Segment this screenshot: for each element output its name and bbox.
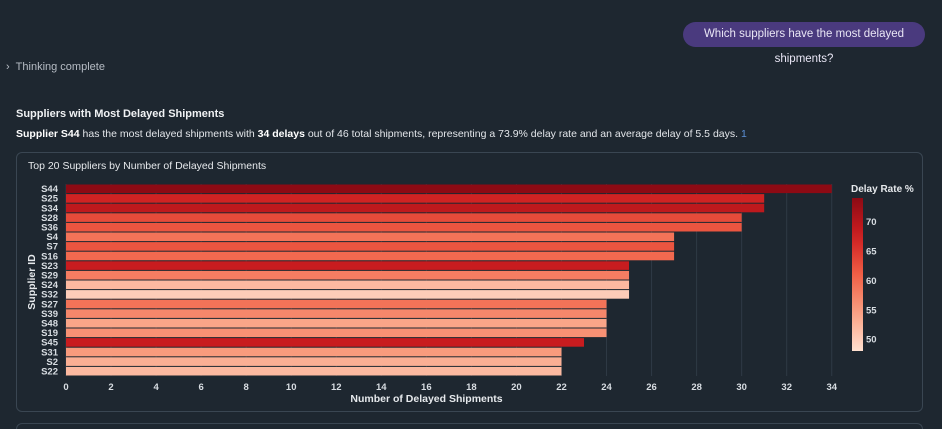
colorbar-tick-label: 65 [866, 246, 877, 257]
x-tick-label: 26 [646, 382, 657, 393]
next-card-edge [16, 423, 923, 429]
answer-delays: 34 delays [257, 128, 305, 140]
y-tick-label: S27 [41, 299, 58, 310]
bar-S44 [66, 184, 832, 194]
y-tick-label: S34 [41, 203, 59, 214]
x-tick-label: 2 [108, 382, 113, 393]
y-tick-label: S16 [41, 251, 58, 262]
bar-S7 [66, 242, 675, 251]
colorbar-tick-label: 60 [866, 276, 877, 287]
y-tick-label: S22 [41, 367, 58, 378]
bar-S34 [66, 203, 765, 213]
chevron-right-icon: › [6, 61, 10, 73]
bar-S2 [66, 357, 562, 366]
x-tick-label: 4 [153, 382, 159, 393]
x-tick-label: 10 [286, 382, 297, 393]
bar-S16 [66, 251, 675, 261]
colorbar-title: Delay Rate % [851, 184, 914, 195]
x-tick-label: 20 [511, 382, 522, 393]
bar-S19 [66, 328, 607, 338]
y-tick-label: S44 [41, 184, 59, 195]
thinking-toggle[interactable]: › Thinking complete [6, 61, 105, 73]
chart-title: Top 20 Suppliers by Number of Delayed Sh… [28, 160, 267, 172]
x-tick-label: 14 [376, 382, 387, 393]
answer-part2: out of 46 total shipments, representing … [304, 128, 739, 140]
bar-S45 [66, 338, 584, 347]
y-tick-label: S36 [41, 223, 58, 234]
y-tick-label: S23 [41, 261, 58, 272]
x-tick-label: 30 [736, 382, 747, 393]
answer-supplier: Supplier S44 [16, 128, 80, 140]
colorbar-tick-label: 70 [866, 217, 877, 228]
x-tick-label: 0 [63, 382, 68, 393]
y-tick-label: S2 [46, 357, 58, 368]
y-tick-label: S7 [46, 242, 58, 253]
x-axis-title: Number of Delayed Shipments [350, 393, 502, 405]
y-tick-label: S25 [41, 194, 59, 205]
x-tick-label: 34 [826, 382, 837, 393]
answer-title: Suppliers with Most Delayed Shipments [16, 108, 225, 120]
bar-S4 [66, 232, 675, 242]
y-tick-label: S32 [41, 290, 58, 301]
y-axis-title: Supplier ID [26, 254, 38, 310]
bar-S48 [66, 318, 607, 328]
bar-S28 [66, 213, 742, 222]
answer-part1: has the most delayed shipments with [79, 128, 258, 140]
bar-S25 [66, 194, 765, 203]
y-tick-label: S19 [41, 328, 58, 339]
thinking-label: Thinking complete [15, 61, 105, 73]
x-tick-label: 6 [198, 382, 203, 393]
answer-text: Supplier S44 has the most delayed shipme… [16, 128, 747, 140]
y-tick-label: S39 [41, 309, 58, 320]
bar-S29 [66, 270, 630, 280]
x-tick-label: 28 [691, 382, 702, 393]
colorbar-tick-label: 50 [866, 335, 877, 346]
colorbar-tick-label: 55 [866, 305, 877, 316]
bar-S22 [66, 366, 562, 376]
x-tick-label: 32 [781, 382, 792, 393]
y-tick-label: S29 [41, 271, 58, 282]
y-tick-label: S28 [41, 213, 58, 224]
user-message-bubble: Which suppliers have the most delayed sh… [683, 22, 925, 65]
colorbar [852, 198, 863, 351]
x-tick-label: 22 [556, 382, 567, 393]
y-tick-label: S4 [46, 232, 58, 243]
bar-S23 [66, 261, 630, 270]
x-tick-label: 8 [244, 382, 249, 393]
x-tick-label: 12 [331, 382, 342, 393]
y-tick-label: S24 [41, 280, 59, 291]
y-tick-label: S31 [41, 347, 59, 358]
bar-S36 [66, 222, 742, 232]
bar-S31 [66, 347, 562, 357]
bar-S39 [66, 309, 607, 318]
x-tick-label: 24 [601, 382, 612, 393]
x-tick-label: 18 [466, 382, 477, 393]
y-tick-label: S45 [41, 338, 59, 349]
citation-link[interactable]: 1 [741, 128, 747, 140]
bar-S27 [66, 299, 607, 309]
user-message-text: Which suppliers have the most delayed sh… [703, 28, 905, 65]
y-tick-label: S48 [41, 319, 58, 330]
x-tick-label: 16 [421, 382, 432, 393]
bar-S32 [66, 290, 630, 299]
bar-S24 [66, 280, 630, 290]
